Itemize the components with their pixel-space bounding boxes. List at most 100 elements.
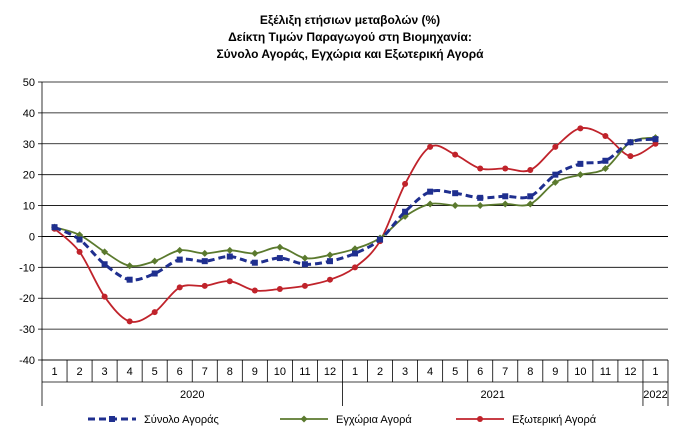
gridlines xyxy=(42,81,668,361)
data-point-external-market xyxy=(301,282,308,289)
x-tick-label: 2 xyxy=(377,366,383,378)
data-point-total-market xyxy=(201,258,208,265)
data-point-external-market xyxy=(201,282,208,289)
data-point-external-market xyxy=(126,318,133,325)
data-point-total-market xyxy=(427,188,434,195)
chart-title-line-3: Σύνολο Αγοράς, Εγχώρια και Εξωτερική Αγο… xyxy=(216,47,484,61)
y-tick-label: 40 xyxy=(23,108,35,120)
data-point-external-market xyxy=(176,284,183,291)
data-point-domestic-market xyxy=(101,248,109,256)
chart-title-line-1: Εξέλιξη ετήσιων μεταβολών (%) xyxy=(260,13,440,27)
legend-label-total-market: Σύνολο Αγοράς xyxy=(144,414,219,426)
data-point-total-market xyxy=(326,258,333,265)
data-point-total-market xyxy=(527,193,534,200)
y-tick-label: 0 xyxy=(29,231,35,243)
data-point-external-market xyxy=(101,293,108,300)
legend-item-total-market: Σύνολο Αγοράς xyxy=(88,414,219,426)
data-point-domestic-market xyxy=(201,249,209,257)
data-point-total-market xyxy=(76,236,83,243)
y-axis: -40 -30 -20 -10 0 10 20 30 40 50 xyxy=(19,77,43,367)
data-point-external-market xyxy=(552,143,559,150)
x-tick-label: 3 xyxy=(402,366,408,378)
series-domestic-market xyxy=(51,134,659,270)
chart-title-line-2: Δείκτη Τιμών Παραγωγού στη Βιομηχανία: xyxy=(228,30,472,44)
x-tick-label: 8 xyxy=(527,366,533,378)
x-tick-label: 1 xyxy=(51,366,57,378)
data-point-total-market xyxy=(652,136,659,143)
data-point-external-market xyxy=(652,140,659,147)
data-point-total-market xyxy=(51,224,58,231)
series-external-market xyxy=(51,125,659,325)
data-point-external-market xyxy=(477,165,484,172)
chart-title: Εξέλιξη ετήσιων μεταβολών (%) Δείκτη Τιμ… xyxy=(216,13,484,61)
x-tick-label: 9 xyxy=(252,366,258,378)
data-point-domestic-market xyxy=(176,246,184,254)
data-point-external-market xyxy=(427,143,434,150)
data-point-total-market xyxy=(402,208,409,215)
legend-label-domestic-market: Εγχώρια Αγορά xyxy=(336,414,412,426)
data-point-total-market xyxy=(301,261,308,268)
data-point-domestic-market xyxy=(526,200,534,208)
legend-item-domestic-market: Εγχώρια Αγορά xyxy=(280,414,412,426)
data-point-total-market xyxy=(352,250,358,257)
legend-item-external-market: Εξωτερική Αγορά xyxy=(456,414,597,426)
data-point-total-market xyxy=(226,253,233,260)
data-point-domestic-market xyxy=(476,202,484,210)
data-point-external-market xyxy=(402,180,409,187)
data-point-external-market xyxy=(76,248,83,255)
data-point-external-market xyxy=(352,264,358,271)
x-tick-label: 7 xyxy=(202,366,208,378)
x-tick-label: 4 xyxy=(127,366,133,378)
data-point-domestic-market xyxy=(426,200,434,208)
legend-marker-total-market xyxy=(109,416,115,422)
data-point-external-market xyxy=(226,278,233,285)
data-point-domestic-market xyxy=(551,178,559,186)
data-point-domestic-market xyxy=(326,251,334,259)
y-tick-label: 50 xyxy=(23,77,35,89)
x-tick-label: 12 xyxy=(624,366,636,378)
y-tick-label: 20 xyxy=(23,170,35,182)
x-tick-label: 12 xyxy=(324,366,336,378)
data-point-total-market xyxy=(577,160,584,167)
data-point-total-market xyxy=(552,171,559,178)
legend-marker-domestic-market xyxy=(300,415,308,423)
data-point-external-market xyxy=(276,285,283,292)
data-point-external-market xyxy=(577,125,584,132)
x-tick-label: 11 xyxy=(299,366,310,378)
data-point-total-market xyxy=(502,193,509,200)
y-tick-label: 10 xyxy=(23,201,35,213)
data-point-domestic-market xyxy=(276,243,284,251)
data-point-domestic-market xyxy=(126,262,134,270)
x-tick-label: 3 xyxy=(102,366,108,378)
y-tick-label: -10 xyxy=(19,262,35,274)
plot-area xyxy=(51,125,659,325)
legend-marker-external-market xyxy=(477,416,483,422)
y-tick-label: -30 xyxy=(19,324,35,336)
y-tick-label: 30 xyxy=(23,139,35,151)
year-label: 2022 xyxy=(643,389,667,401)
series-line-total-market xyxy=(53,137,656,282)
data-point-domestic-market xyxy=(576,171,584,179)
data-point-total-market xyxy=(627,139,634,146)
data-point-domestic-market xyxy=(601,164,609,172)
y-tick-label: -40 xyxy=(19,355,35,367)
data-point-total-market xyxy=(151,270,158,277)
series-line-external-market xyxy=(53,127,656,323)
data-point-domestic-market xyxy=(301,254,309,262)
x-tick-label: 4 xyxy=(427,366,433,378)
data-point-total-market xyxy=(251,259,258,266)
legend: Σύνολο Αγοράς Εγχώρια Αγορά Εξωτερική Αγορ… xyxy=(88,414,597,426)
data-point-external-market xyxy=(326,276,333,283)
data-point-external-market xyxy=(602,133,609,140)
x-tick-label: 10 xyxy=(274,366,286,378)
data-point-total-market xyxy=(602,157,609,164)
data-point-total-market xyxy=(126,276,133,283)
data-point-domestic-market xyxy=(501,200,509,208)
data-point-total-market xyxy=(276,255,283,262)
x-tick-label: 1 xyxy=(352,366,358,378)
data-point-domestic-market xyxy=(226,246,234,254)
x-tick-label: 9 xyxy=(552,366,558,378)
legend-label-external-market: Εξωτερική Αγορά xyxy=(512,414,597,426)
